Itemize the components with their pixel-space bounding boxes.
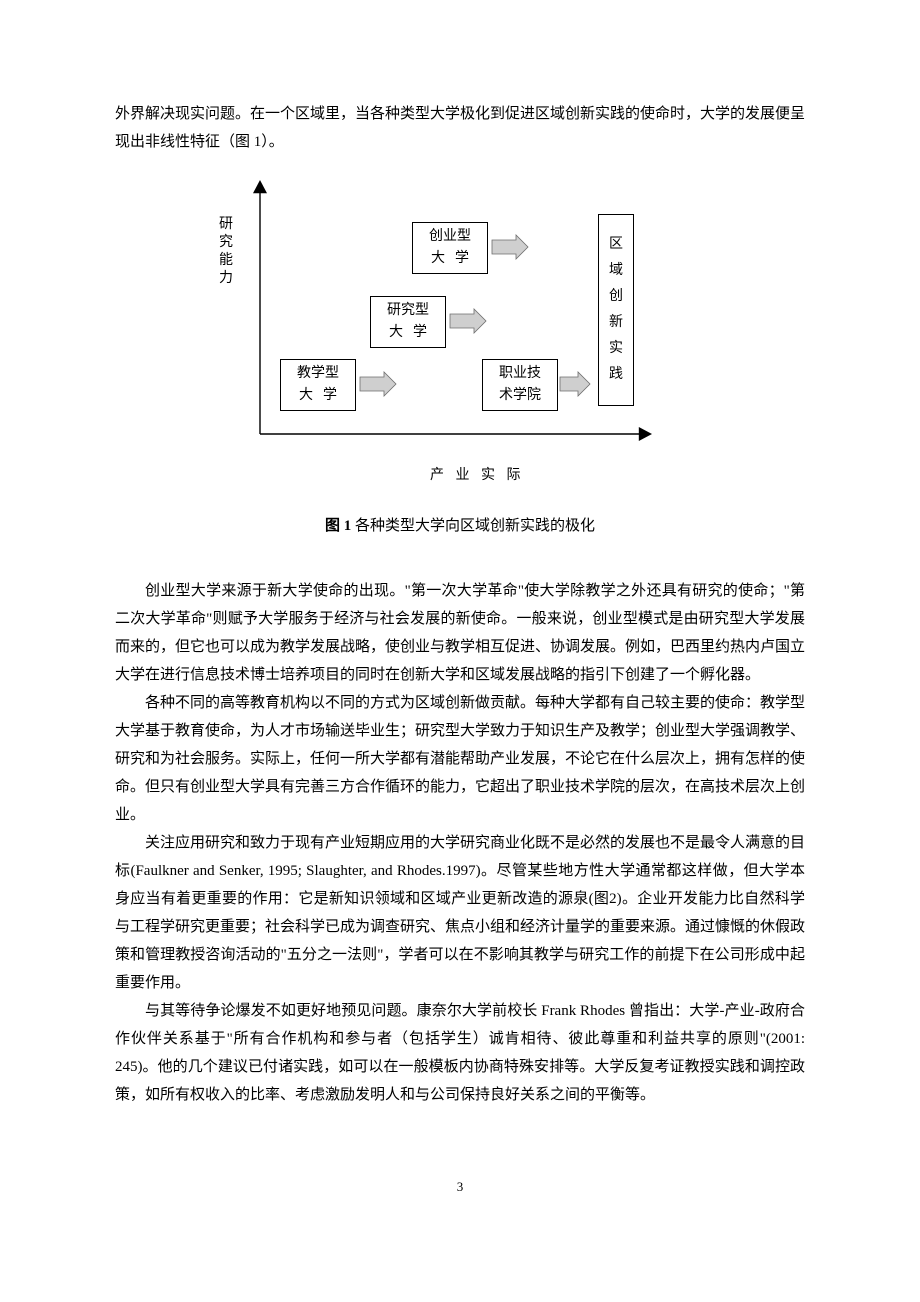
figure-1: 研究能力 产 业 实 际 教学型 大学 研究型 大学 创业型 大学 职业技 术学…: [240, 174, 680, 484]
paragraph-4: 与其等待争论爆发不如更好地预见问题。康奈尔大学前校长 Frank Rhodes …: [115, 997, 805, 1109]
intro-paragraph: 外界解决现实问题。在一个区域里，当各种类型大学极化到促进区域创新实践的使命时，大…: [115, 100, 805, 156]
box-vocational-college: 职业技 术学院: [482, 359, 558, 411]
figure-1-caption-number: 图 1: [325, 518, 351, 534]
box-teaching-university: 教学型 大学: [280, 359, 356, 411]
x-axis-label: 产 业 实 际: [430, 464, 525, 484]
box-entrepreneurial-line2: 大学: [421, 248, 479, 270]
box-entrepreneurial-university: 创业型 大学: [412, 222, 488, 274]
box-vocational-line1: 职业技: [499, 363, 541, 385]
paragraph-3: 关注应用研究和致力于现有产业短期应用的大学研究商业化既不是必然的发展也不是最令人…: [115, 829, 805, 997]
box-entrepreneurial-line1: 创业型: [429, 226, 471, 248]
box-research-line2: 大学: [379, 322, 437, 344]
paragraph-1: 创业型大学来源于新大学使命的出现。"第一次大学革命"使大学除教学之外还具有研究的…: [115, 577, 805, 689]
box-regional-innovation: 区域创新实践: [598, 214, 634, 406]
paragraph-2: 各种不同的高等教育机构以不同的方式为区域创新做贡献。每种大学都有自己较主要的使命…: [115, 689, 805, 829]
figure-1-caption: 图 1 各种类型大学向区域创新实践的极化: [115, 514, 805, 535]
box-research-line1: 研究型: [387, 300, 429, 322]
box-teaching-line1: 教学型: [297, 363, 339, 385]
page-number: 3: [115, 1179, 805, 1195]
box-vocational-line2: 术学院: [499, 385, 541, 407]
figure-1-caption-text: 各种类型大学向区域创新实践的极化: [351, 518, 595, 534]
box-research-university: 研究型 大学: [370, 296, 446, 348]
box-teaching-line2: 大学: [289, 385, 347, 407]
y-axis-label: 研究能力: [218, 216, 234, 288]
